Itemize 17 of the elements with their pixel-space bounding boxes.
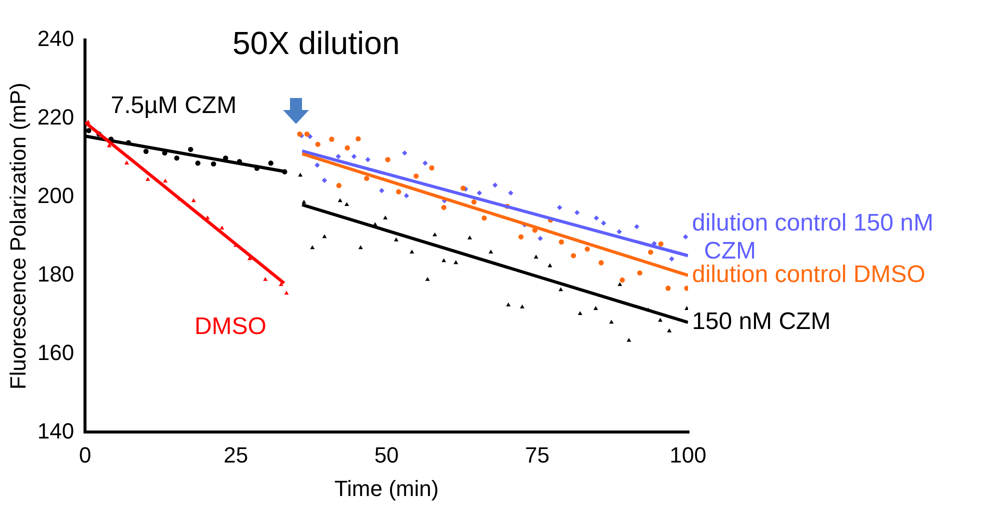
y-tick-label: 200 bbox=[37, 182, 74, 208]
y-tick-label: 140 bbox=[37, 418, 74, 444]
y-tick-label: 220 bbox=[37, 104, 74, 130]
annotation: 50X dilution bbox=[232, 24, 400, 61]
x-tick-label: 0 bbox=[78, 442, 92, 468]
x-tick-label: 50 bbox=[374, 442, 399, 468]
y-tick-label: 240 bbox=[37, 26, 74, 52]
series-label: 150 nM CZM bbox=[692, 308, 831, 336]
annotation: 7.5µM CZM bbox=[110, 92, 237, 120]
x-tick-label: 100 bbox=[670, 442, 706, 468]
y-tick-label: 160 bbox=[37, 340, 74, 365]
x-axis-title: Time (min) bbox=[334, 476, 439, 501]
y-axis-title: Fluorescence Polarization (mP) bbox=[5, 82, 30, 390]
x-tick-label: 25 bbox=[224, 442, 248, 468]
annotation: DMSO bbox=[194, 312, 266, 340]
y-tick-label: 180 bbox=[37, 261, 74, 286]
x-tick-label: 75 bbox=[525, 442, 550, 468]
